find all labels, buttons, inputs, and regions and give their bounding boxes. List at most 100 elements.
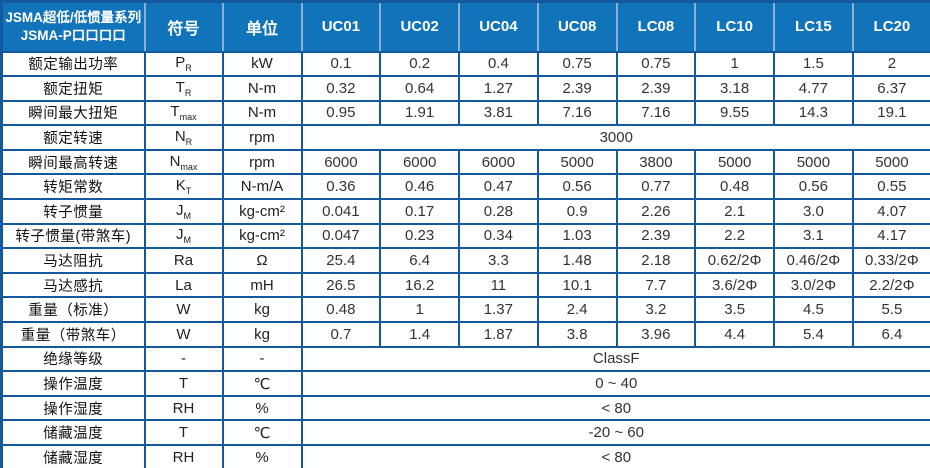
symbol-cell: RH [143, 394, 224, 422]
value-cell: 0.32 [300, 75, 382, 102]
value-cell: 0.56 [773, 173, 854, 201]
symbol-cell: Nmax [143, 148, 224, 176]
value-cell: 0.041 [300, 198, 382, 225]
value-cell: 3.8 [536, 321, 618, 348]
value-cell: 26.5 [300, 271, 382, 299]
value-cell: 6000 [458, 148, 539, 176]
header-row: JSMA超低/低惯量系列 JSMA-P口口口口 符号 单位 UC01 UC02 UC… [1, 1, 930, 53]
value-cell: 2.4 [536, 296, 618, 324]
unit-cell: ℃ [221, 370, 303, 397]
row-label: 瞬间最高转速 [0, 148, 146, 176]
value-cell: 9.55 [694, 99, 775, 127]
value-cell: 1.87 [458, 321, 539, 348]
row-label: 转子惯量 [0, 198, 146, 225]
value-cell: 1.37 [458, 296, 539, 324]
value-cell: 16.2 [379, 271, 460, 299]
symbol-cell: T [143, 419, 224, 446]
value-cell: 0.46 [379, 173, 460, 201]
unit-cell: kg-cm² [221, 198, 303, 225]
value-cell: 5000 [536, 148, 618, 176]
series-title-line1: JSMA超低/低惯量系列 [5, 9, 142, 25]
row-label: 转子惯量(带煞车) [0, 222, 146, 250]
unit-cell: kg [221, 296, 303, 324]
column-header-model-uc02: UC02 [379, 1, 459, 53]
row-label: 转矩常数 [0, 173, 146, 201]
column-header-model-uc04: UC04 [458, 1, 538, 53]
value-cell: 0.48 [300, 296, 382, 324]
spec-row: 储藏湿度 RH% < 80 [0, 444, 930, 468]
column-header-model-lc10: LC10 [694, 1, 774, 53]
value-cell: 2 [851, 50, 930, 78]
unit-cell: kW [221, 50, 303, 78]
value-cell: 2.26 [615, 198, 697, 225]
value-cell: 0.23 [379, 222, 460, 250]
symbol-cell: Ra [143, 247, 224, 274]
value-cell: 3.3 [458, 247, 539, 274]
row-label: 额定输出功率 [0, 50, 146, 78]
spec-row: 马达阻抗 Ra Ω 25.4 6.4 3.3 1.48 2.18 0.62/2Φ 0.46/2Φ 0… [0, 247, 930, 274]
column-header-model-uc08: UC08 [536, 1, 617, 53]
value-cell: 0.2 [379, 50, 460, 78]
value-cell: 0.64 [379, 75, 460, 102]
value-cell: 0.77 [615, 173, 697, 201]
value-cell: 2.1 [694, 198, 775, 225]
value-cell: 1.48 [536, 247, 618, 274]
value-cell: 19.1 [851, 99, 930, 127]
row-label: 瞬间最大扭矩 [0, 99, 146, 127]
symbol-cell: NR [143, 124, 224, 151]
symbol-cell: JM [143, 222, 224, 250]
unit-cell: mH [221, 271, 303, 299]
row-label: 马达感抗 [0, 271, 146, 299]
value-cell: 1.91 [379, 99, 460, 127]
merged-value-cell: ClassF [300, 345, 930, 373]
value-cell: 3.0 [773, 198, 854, 225]
value-cell: 7.16 [615, 99, 697, 127]
unit-cell: N-m/A [221, 173, 303, 201]
value-cell: 3.0/2Φ [773, 271, 854, 299]
value-cell: 1.4 [379, 321, 460, 348]
value-cell: 2.39 [615, 75, 697, 102]
spec-row: 转子惯量(带煞车) JM kg-cm² 0.047 0.23 0.34 1.03 2.39 2.… [0, 222, 930, 250]
value-cell: 0.4 [458, 50, 539, 78]
value-cell: 0.62/2Φ [694, 247, 775, 274]
spec-row: 额定输出功率 PR kW 0.1 0.2 0.4 0.75 0.75 1 1.5 2 [0, 50, 930, 78]
unit-cell: % [221, 394, 303, 422]
value-cell: 0.7 [300, 321, 382, 348]
value-cell: 6000 [379, 148, 460, 176]
symbol-cell: T [143, 370, 224, 397]
value-cell: 3.5 [694, 296, 775, 324]
row-label: 绝缘等级 [0, 345, 146, 373]
row-label: 重量（标准） [0, 296, 146, 324]
spec-row: 绝缘等级 - - ClassF [0, 345, 930, 373]
unit-cell: rpm [221, 148, 303, 176]
merged-value-cell: 0 ~ 40 [300, 370, 930, 397]
value-cell: 6.4 [379, 247, 460, 274]
column-header-unit: 单位 [221, 1, 302, 53]
value-cell: 0.95 [300, 99, 382, 127]
value-cell: 10.1 [536, 271, 618, 299]
value-cell: 0.48 [694, 173, 775, 201]
merged-value-cell: 3000 [300, 124, 930, 151]
value-cell: 3.18 [694, 75, 775, 102]
series-title-line2: JSMA-P口口口口 [20, 27, 126, 43]
spec-row: 额定扭矩 TR N-m 0.32 0.64 1.27 2.39 2.39 3.18 4.77 6.3… [0, 75, 930, 102]
symbol-cell: La [143, 271, 224, 299]
symbol-cell: RH [143, 444, 224, 468]
value-cell: 2.39 [536, 75, 618, 102]
symbol-cell: W [143, 321, 224, 348]
value-cell: 0.9 [536, 198, 618, 225]
value-cell: 2.2/2Φ [851, 271, 930, 299]
value-cell: 4.5 [773, 296, 854, 324]
unit-cell: N-m [221, 75, 303, 102]
spec-row: 瞬间最高转速 Nmax rpm 6000 6000 6000 5000 3800 5000 500… [0, 148, 930, 176]
value-cell: 7.7 [615, 271, 697, 299]
symbol-cell: Tmax [143, 99, 224, 127]
value-cell: 5000 [773, 148, 854, 176]
value-cell: 14.3 [773, 99, 854, 127]
value-cell: 3.1 [773, 222, 854, 250]
value-cell: 5000 [851, 148, 930, 176]
value-cell: 0.34 [458, 222, 539, 250]
